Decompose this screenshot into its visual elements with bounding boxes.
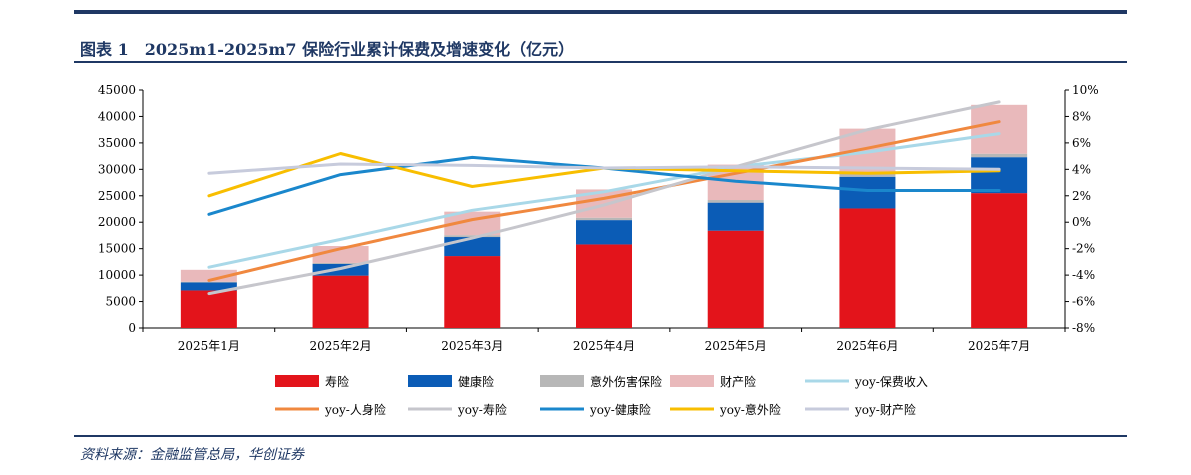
x-tick-label: 2025年3月 [441, 339, 503, 353]
legend-label-9: yoy-意外险 [719, 402, 781, 417]
y2-tick-label: -2% [1072, 242, 1095, 256]
y-tick-label: 10000 [98, 268, 136, 282]
bar-3-3 [444, 235, 501, 238]
y2-tick-label: 8% [1072, 109, 1091, 123]
legend-label-6: yoy-人身险 [324, 402, 386, 417]
bar-1-7 [971, 193, 1028, 328]
legend-label-2: 健康险 [458, 374, 494, 389]
bar-3-7 [971, 153, 1028, 158]
bar-2-4 [576, 220, 632, 245]
bar-2-7 [971, 157, 1028, 194]
lines-layer [207, 100, 1001, 296]
x-tick-label: 2025年1月 [178, 339, 240, 353]
legend-swatch-4 [670, 375, 714, 387]
y-tick-label: 15000 [98, 242, 136, 256]
legend-label-8: yoy-健康险 [589, 402, 651, 417]
bar-2-1 [180, 282, 237, 291]
y2-tick-label: 6% [1072, 136, 1091, 150]
y-tick-label: 0 [128, 321, 136, 335]
y2-tick-label: -6% [1072, 295, 1095, 309]
bar-3-5 [707, 200, 764, 203]
bar-2-5 [707, 202, 764, 231]
legend-label-1: 寿险 [325, 374, 349, 389]
bar-1-6 [839, 208, 896, 328]
source-note: 资料来源：金融监管总局，华创证券 [80, 447, 304, 463]
x-tick-label: 2025年5月 [705, 339, 767, 353]
bar-3-2 [312, 262, 369, 265]
y2-tick-label: 2% [1072, 189, 1091, 203]
y2-tick-label: -8% [1072, 321, 1095, 335]
bar-2-6 [839, 176, 896, 209]
x-tick-label: 2025年4月 [573, 339, 635, 353]
bar-1-1 [180, 290, 237, 328]
legend: 寿险 健康险 意外伤害保险 财产险 yoy-保费收入 yoy-人身险 yoy-寿险 yoy-健… [275, 374, 928, 417]
y-tick-label: 5000 [105, 295, 136, 309]
title-rule [74, 61, 1127, 63]
legend-swatch-1 [275, 375, 319, 387]
y2-tick-label: 10% [1072, 83, 1099, 97]
top-rule [74, 10, 1127, 14]
bar-3-6 [839, 173, 896, 177]
axes-layer: 0 5000 10000 15000 20000 25000 30000 35000 40000… [98, 83, 1099, 353]
line-series-3 [207, 100, 1001, 296]
bottom-rule [74, 435, 1127, 437]
bar-1-3 [444, 256, 501, 328]
bar-1-2 [312, 275, 369, 328]
bar-1-4 [576, 244, 632, 328]
y2-tick-label: 4% [1072, 162, 1091, 176]
line-series-2 [207, 120, 1001, 282]
y-tick-label: 45000 [98, 83, 136, 97]
legend-swatch-3 [540, 375, 584, 387]
y2-tick-label: -4% [1072, 268, 1095, 282]
x-tick-label: 2025年7月 [968, 339, 1030, 353]
bar-1-5 [707, 230, 764, 328]
legend-label-3: 意外伤害保险 [590, 374, 662, 389]
legend-label-5: yoy-保费收入 [854, 375, 928, 389]
bar-2-3 [444, 237, 501, 257]
chart: 0 5000 10000 15000 20000 25000 30000 35000 40000… [98, 83, 1099, 417]
figure-title: 图表 1 2025m1-2025m7 保险行业累计保费及增速变化（亿元） [80, 40, 575, 59]
legend-label-7: yoy-寿险 [457, 402, 507, 417]
y-tick-label: 25000 [98, 189, 136, 203]
y-tick-label: 30000 [98, 162, 136, 176]
bar-3-1 [180, 281, 237, 283]
line-series-1 [207, 132, 1001, 269]
bar-4-7 [971, 104, 1028, 154]
bar-3-4 [576, 217, 632, 221]
legend-swatch-2 [408, 375, 452, 387]
y-tick-label: 40000 [98, 109, 136, 123]
bar-4-1 [180, 269, 237, 282]
legend-label-4: 财产险 [720, 374, 756, 389]
y-tick-label: 35000 [98, 136, 136, 150]
bar-4-2 [312, 246, 369, 263]
y-tick-label: 20000 [98, 215, 136, 229]
bars-layer [180, 104, 1028, 328]
y2-tick-label: 0% [1072, 215, 1091, 229]
x-tick-label: 2025年6月 [836, 339, 898, 353]
x-tick-label: 2025年2月 [309, 339, 371, 353]
line-series-6 [207, 162, 1001, 175]
legend-label-10: yoy-财产险 [854, 402, 916, 417]
